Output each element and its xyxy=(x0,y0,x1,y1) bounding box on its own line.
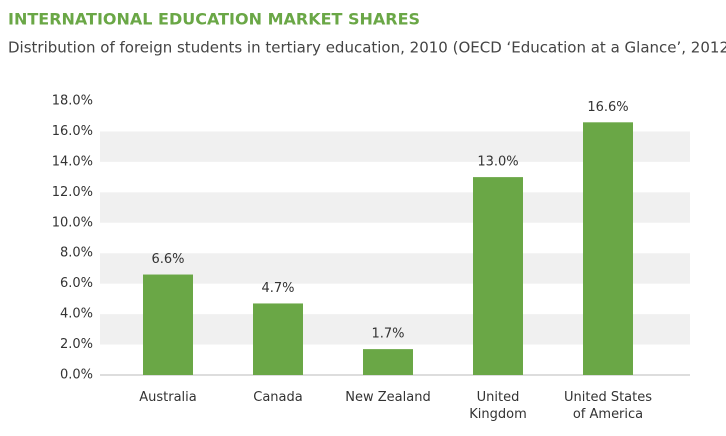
x-tick-label: Canada xyxy=(253,390,303,405)
y-tick-label: 10.0% xyxy=(52,215,93,230)
value-label: 1.7% xyxy=(371,327,404,342)
value-label: 6.6% xyxy=(151,252,184,267)
chart-title: INTERNATIONAL EDUCATION MARKET SHARES xyxy=(8,10,420,29)
y-tick-label: 8.0% xyxy=(60,246,93,261)
value-label: 13.0% xyxy=(477,155,518,170)
y-tick-label: 18.0% xyxy=(52,94,93,109)
x-tick-label: New Zealand xyxy=(345,390,431,405)
bar xyxy=(583,122,633,375)
y-tick-label: 0.0% xyxy=(60,368,93,383)
bar xyxy=(473,177,523,375)
x-tick-label: United Kingdom xyxy=(469,390,527,422)
value-label: 4.7% xyxy=(261,281,294,296)
y-tick-label: 16.0% xyxy=(52,124,93,139)
bar xyxy=(253,303,303,375)
value-label: 16.6% xyxy=(587,100,628,115)
x-tick-label: Australia xyxy=(139,390,197,405)
y-tick-label: 2.0% xyxy=(60,337,93,352)
bar xyxy=(363,349,413,375)
y-tick-label: 14.0% xyxy=(52,154,93,169)
y-tick-label: 4.0% xyxy=(60,307,93,322)
x-tick-label: United States of America xyxy=(563,390,653,422)
y-tick-label: 12.0% xyxy=(52,185,93,200)
bar xyxy=(143,274,193,375)
chart-subtitle: Distribution of foreign students in tert… xyxy=(8,39,726,57)
y-tick-label: 6.0% xyxy=(60,276,93,291)
